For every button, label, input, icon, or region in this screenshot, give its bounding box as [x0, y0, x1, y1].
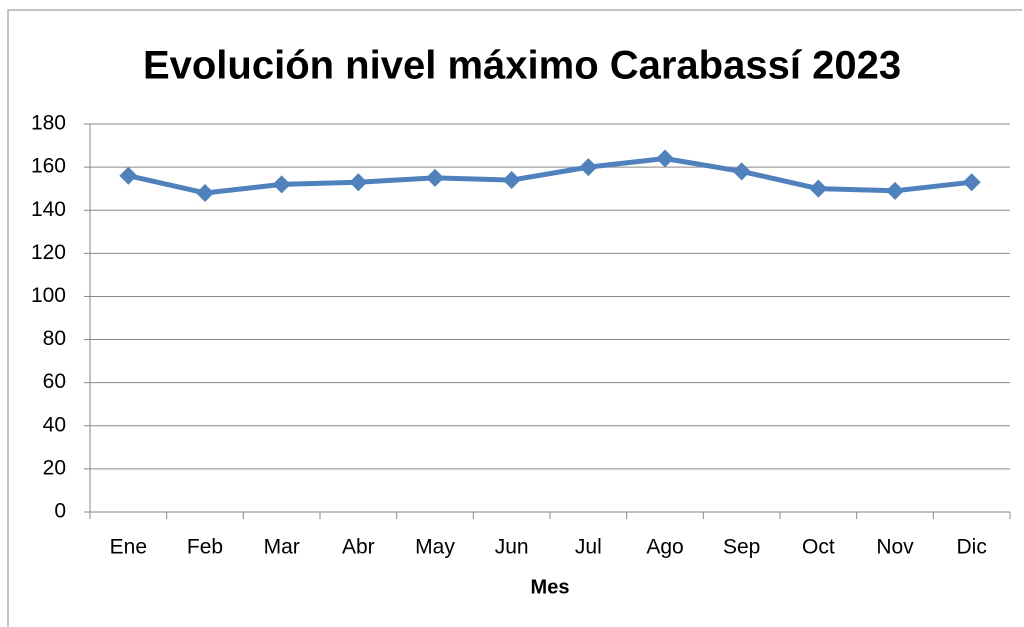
data-point	[886, 181, 904, 200]
data-point	[119, 166, 138, 185]
y-tick-label: 100	[31, 284, 66, 307]
x-tick-label: Jul	[575, 536, 602, 559]
y-tick-label: 80	[43, 327, 66, 350]
chart-border	[7, 9, 1022, 627]
data-point	[809, 179, 828, 198]
x-tick-label: Feb	[187, 536, 223, 559]
x-tick-label: Abr	[342, 536, 375, 559]
x-axis-label: Mes	[531, 576, 570, 598]
data-line	[127, 155, 972, 196]
data-point	[272, 175, 291, 194]
chart-title: Evolución nivel máximo Carabassí 2023	[143, 44, 901, 88]
y-tick-label: 120	[31, 241, 66, 264]
y-tick-label: 60	[43, 370, 66, 393]
x-tick-label: Mar	[264, 536, 300, 559]
x-tick-label: Dic	[956, 536, 986, 559]
x-tick-label: Oct	[802, 536, 835, 559]
data-point	[962, 173, 981, 192]
y-tick-label: 140	[31, 198, 66, 221]
x-tick-label: May	[415, 536, 455, 559]
data-point	[579, 158, 598, 177]
x-tick-label: Nov	[876, 536, 914, 559]
y-tick-label: 20	[43, 456, 66, 479]
y-tick-label: 180	[31, 112, 66, 135]
x-tick-label: Sep	[723, 536, 760, 559]
y-tick-label: 160	[31, 155, 66, 178]
data-point	[732, 162, 751, 181]
data-point	[502, 171, 521, 190]
x-tick-label: Jun	[495, 536, 529, 559]
x-tick-label: Ene	[110, 536, 147, 559]
y-tick-label: 40	[43, 413, 66, 436]
data-point	[196, 183, 214, 202]
data-point	[656, 149, 674, 168]
data-point	[349, 173, 368, 192]
x-tick-label: Ago	[646, 536, 683, 559]
data-point	[426, 168, 444, 187]
y-tick-label: 0	[54, 500, 66, 523]
